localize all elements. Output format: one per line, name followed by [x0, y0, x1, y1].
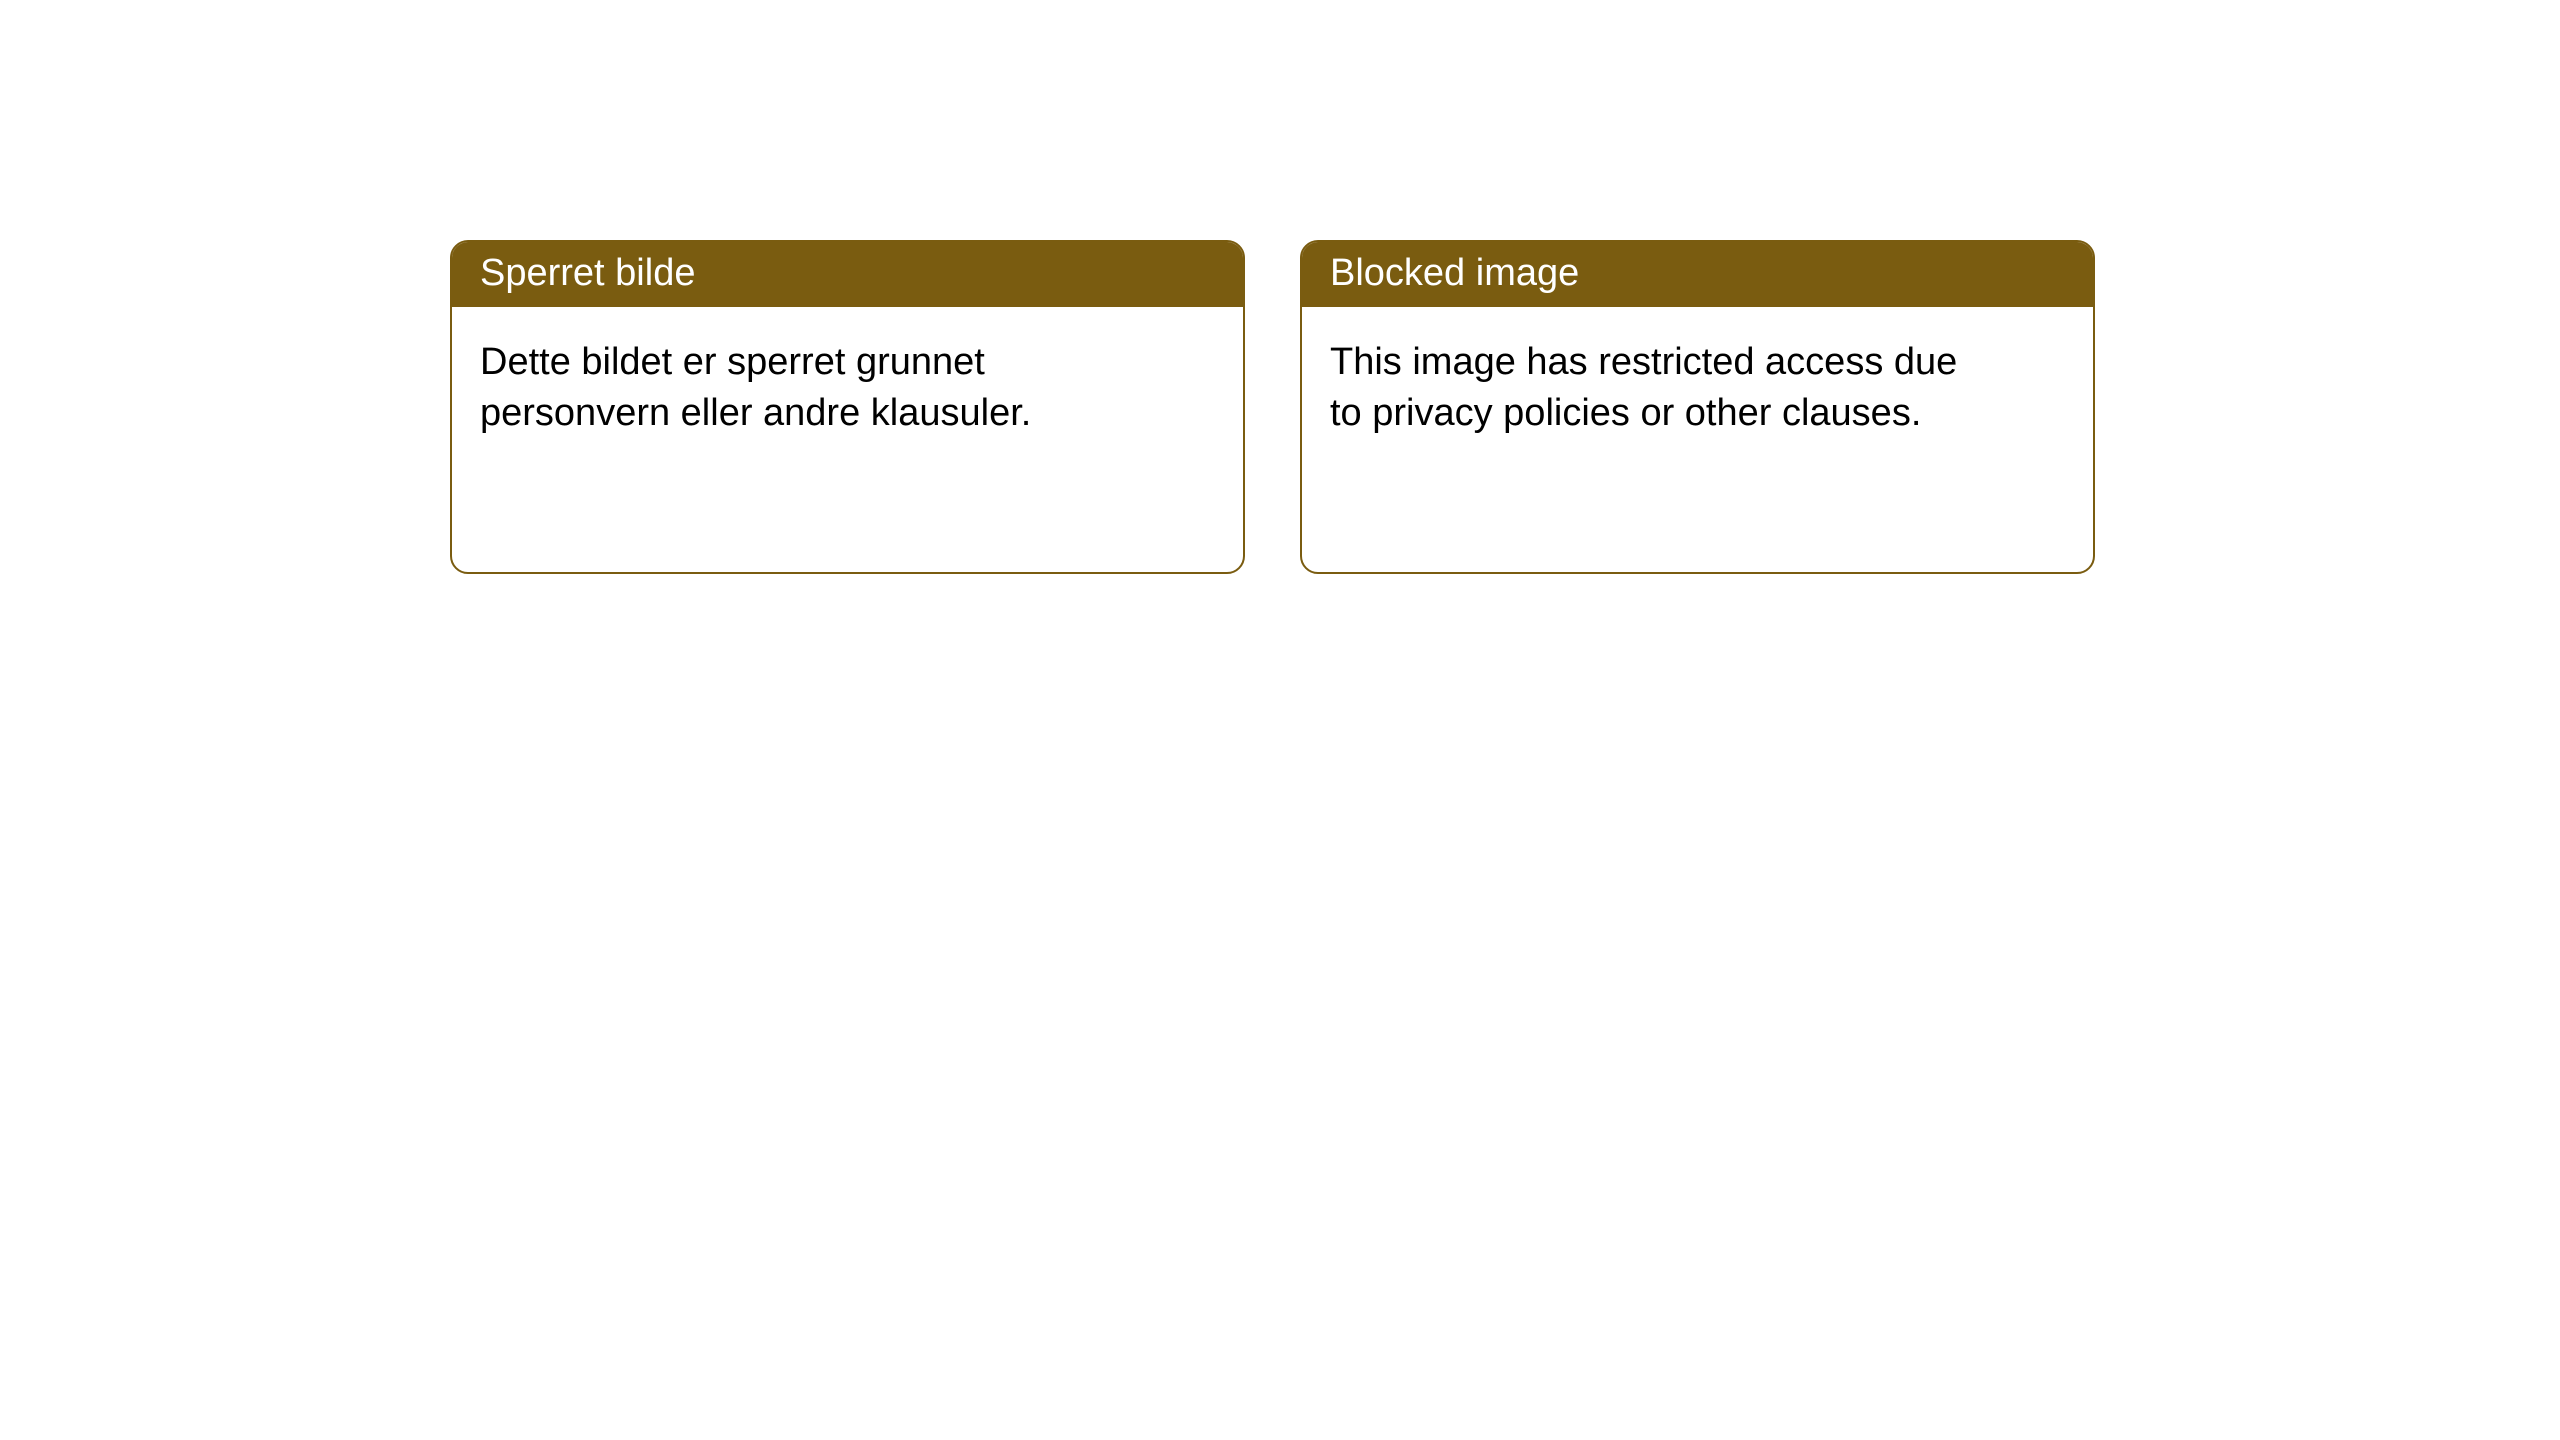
notice-message-norwegian: Dette bildet er sperret grunnet personve…	[452, 307, 1172, 468]
notice-title-norwegian: Sperret bilde	[452, 242, 1243, 307]
notice-container: Sperret bilde Dette bildet er sperret gr…	[450, 240, 2095, 574]
notice-card-norwegian: Sperret bilde Dette bildet er sperret gr…	[450, 240, 1245, 574]
notice-card-english: Blocked image This image has restricted …	[1300, 240, 2095, 574]
notice-message-english: This image has restricted access due to …	[1302, 307, 2022, 468]
notice-title-english: Blocked image	[1302, 242, 2093, 307]
